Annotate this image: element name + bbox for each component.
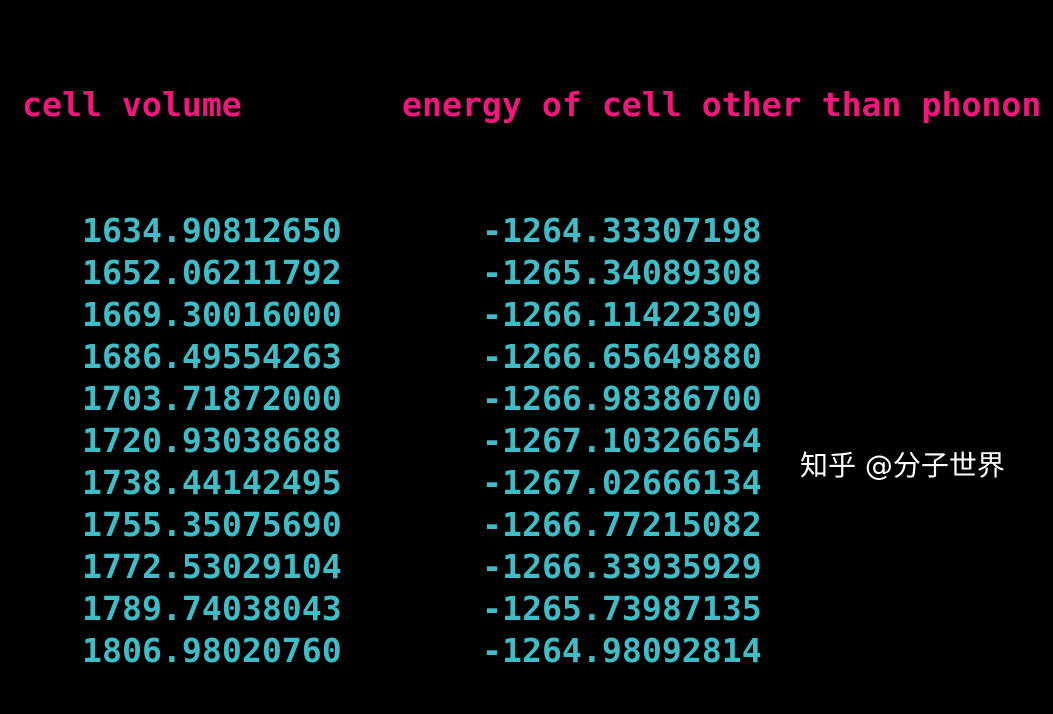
energy-value: -1267.10326654 — [482, 421, 762, 460]
terminal-output: cell volume energy of cell other than ph… — [22, 0, 1041, 714]
cell-volume-value: 1686.49554263 — [82, 337, 342, 376]
table-row: 1806.98020760 -1264.98092814 — [22, 630, 762, 672]
cell-volume-value: 1634.90812650 — [82, 211, 342, 250]
data-rows: 1634.90812650 -1264.33307198 1652.06211792… — [22, 210, 762, 672]
energy-value: -1264.98092814 — [482, 631, 762, 670]
table-row: 1789.74038043 -1265.73987135 — [22, 588, 762, 630]
table-row: 1755.35075690 -1266.77215082 — [22, 504, 762, 546]
cell-volume-value: 1669.30016000 — [82, 295, 342, 334]
energy-value: -1267.02666134 — [482, 463, 762, 502]
table-row: 1772.53029104 -1266.33935929 — [22, 546, 762, 588]
energy-value: -1266.65649880 — [482, 337, 762, 376]
energy-value: -1264.33307198 — [482, 211, 762, 250]
table-row: 1634.90812650 -1264.33307198 — [22, 210, 762, 252]
table-row: 1652.06211792 -1265.34089308 — [22, 252, 762, 294]
cell-volume-value: 1806.98020760 — [82, 631, 342, 670]
cell-volume-value: 1703.71872000 — [82, 379, 342, 418]
cell-volume-value: 1772.53029104 — [82, 547, 342, 586]
cell-volume-value: 1789.74038043 — [82, 589, 342, 628]
energy-value: -1266.98386700 — [482, 379, 762, 418]
header-row: cell volume energy of cell other than ph… — [22, 84, 1041, 126]
table-row: 1720.93038688 -1267.10326654 — [22, 420, 762, 462]
header-cell-volume: cell volume — [22, 85, 242, 124]
table-row: 1703.71872000 -1266.98386700 — [22, 378, 762, 420]
header-energy: energy of cell other than phonon — [402, 85, 1042, 124]
energy-value: -1266.77215082 — [482, 505, 762, 544]
energy-value: -1266.11422309 — [482, 295, 762, 334]
table-row: 1686.49554263 -1266.65649880 — [22, 336, 762, 378]
table-row: 1669.30016000 -1266.11422309 — [22, 294, 762, 336]
cell-volume-value: 1738.44142495 — [82, 463, 342, 502]
watermark: 知乎 @分子世界 — [800, 449, 1005, 482]
energy-value: -1265.34089308 — [482, 253, 762, 292]
cell-volume-value: 1755.35075690 — [82, 505, 342, 544]
table-row: 1738.44142495 -1267.02666134 — [22, 462, 762, 504]
energy-value: -1265.73987135 — [482, 589, 762, 628]
cell-volume-value: 1720.93038688 — [82, 421, 342, 460]
energy-value: -1266.33935929 — [482, 547, 762, 586]
cell-volume-value: 1652.06211792 — [82, 253, 342, 292]
